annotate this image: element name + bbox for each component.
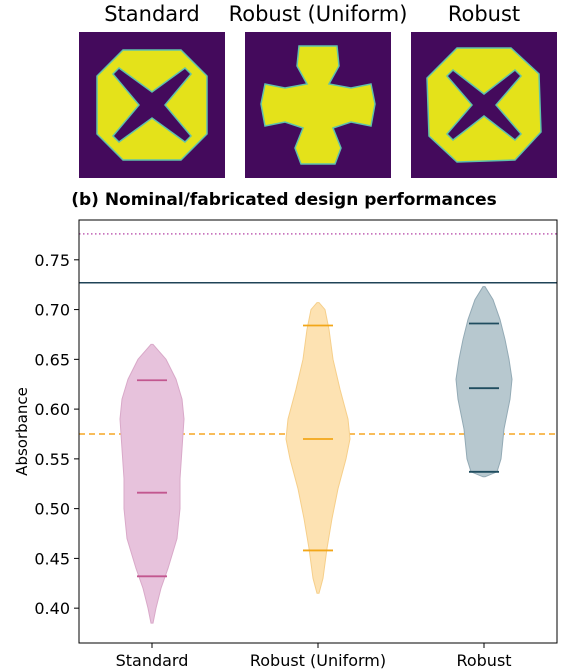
violin-2	[285, 302, 351, 594]
y-tick-label: 0.40	[34, 599, 70, 618]
chart-title: (b) Nominal/fabricated design performanc…	[71, 190, 497, 210]
y-tick-label: 0.45	[34, 549, 70, 568]
y-tick-label: 0.60	[34, 400, 70, 419]
design-image-robust-uniform	[245, 32, 391, 178]
y-tick-label: 0.50	[34, 500, 70, 519]
y-tick-label: 0.65	[34, 350, 70, 369]
violin-1	[119, 343, 185, 624]
design-title-standard: Standard	[104, 2, 200, 26]
design-image-standard	[79, 32, 225, 178]
reference-lines	[79, 233, 557, 435]
design-title-robust-uniform: Robust (Uniform)	[228, 2, 408, 26]
design-image-robust	[411, 32, 557, 178]
y-axis-label: Absorbance	[13, 387, 31, 476]
y-tick-label: 0.55	[34, 450, 70, 469]
y-tick-label: 0.70	[34, 301, 70, 320]
y-axis: 0.40 0.45 0.50 0.55 0.60 0.65 0.70 0.75	[34, 251, 79, 618]
violin-3	[455, 286, 513, 478]
x-tick-label: Robust (Uniform)	[250, 651, 386, 670]
x-tick-label: Standard	[116, 651, 189, 670]
x-tick-label: Robust	[456, 651, 511, 670]
design-title-robust: Robust	[447, 2, 521, 26]
y-tick-label: 0.75	[34, 251, 70, 270]
x-axis: Standard Robust (Uniform) Robust	[116, 643, 512, 670]
violin-group	[119, 286, 513, 624]
